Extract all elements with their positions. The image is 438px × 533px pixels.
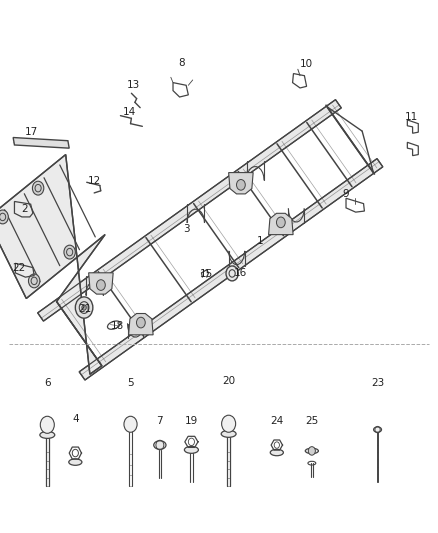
Text: 22: 22 [12, 263, 25, 273]
Circle shape [237, 180, 245, 190]
Text: 5: 5 [127, 378, 134, 387]
Circle shape [124, 416, 137, 432]
Text: 11: 11 [405, 112, 418, 122]
Text: 21: 21 [78, 304, 91, 314]
Ellipse shape [184, 446, 198, 453]
Circle shape [32, 181, 44, 195]
Text: 2: 2 [21, 205, 28, 214]
Text: 1: 1 [257, 236, 264, 246]
Text: 19: 19 [185, 416, 198, 426]
Circle shape [226, 266, 238, 281]
Circle shape [40, 416, 54, 433]
Text: 24: 24 [270, 416, 283, 426]
Text: 7: 7 [156, 416, 163, 426]
Ellipse shape [374, 427, 381, 432]
Text: 12: 12 [88, 176, 101, 186]
Text: 4: 4 [72, 415, 79, 424]
Circle shape [75, 297, 93, 318]
Ellipse shape [154, 441, 166, 449]
Text: 15: 15 [200, 269, 213, 279]
Ellipse shape [221, 430, 236, 437]
Text: 9: 9 [343, 189, 350, 199]
Polygon shape [13, 138, 69, 148]
Text: 18: 18 [111, 321, 124, 331]
Ellipse shape [270, 449, 283, 456]
Ellipse shape [40, 432, 55, 438]
Ellipse shape [69, 459, 82, 465]
Polygon shape [229, 173, 253, 194]
Text: 14: 14 [123, 107, 136, 117]
Text: 6: 6 [44, 378, 51, 387]
Text: 23: 23 [371, 378, 384, 387]
Circle shape [0, 210, 8, 224]
Text: 8: 8 [178, 58, 185, 68]
Polygon shape [88, 273, 113, 294]
Text: 13: 13 [127, 80, 140, 90]
Circle shape [96, 280, 105, 290]
Circle shape [276, 217, 285, 228]
Circle shape [82, 305, 86, 310]
Text: 16: 16 [233, 269, 247, 278]
Text: 10: 10 [300, 59, 313, 69]
Ellipse shape [305, 448, 318, 454]
Circle shape [28, 274, 40, 288]
Polygon shape [38, 100, 341, 321]
Circle shape [222, 415, 236, 432]
Text: 3: 3 [183, 224, 190, 234]
Text: 25: 25 [305, 416, 318, 426]
Text: 17: 17 [25, 127, 38, 137]
Polygon shape [79, 159, 383, 380]
Circle shape [137, 317, 145, 328]
Polygon shape [0, 155, 105, 374]
Circle shape [64, 245, 75, 259]
Text: 20: 20 [222, 376, 235, 386]
Polygon shape [129, 313, 153, 335]
Polygon shape [268, 213, 293, 235]
Circle shape [308, 447, 315, 455]
